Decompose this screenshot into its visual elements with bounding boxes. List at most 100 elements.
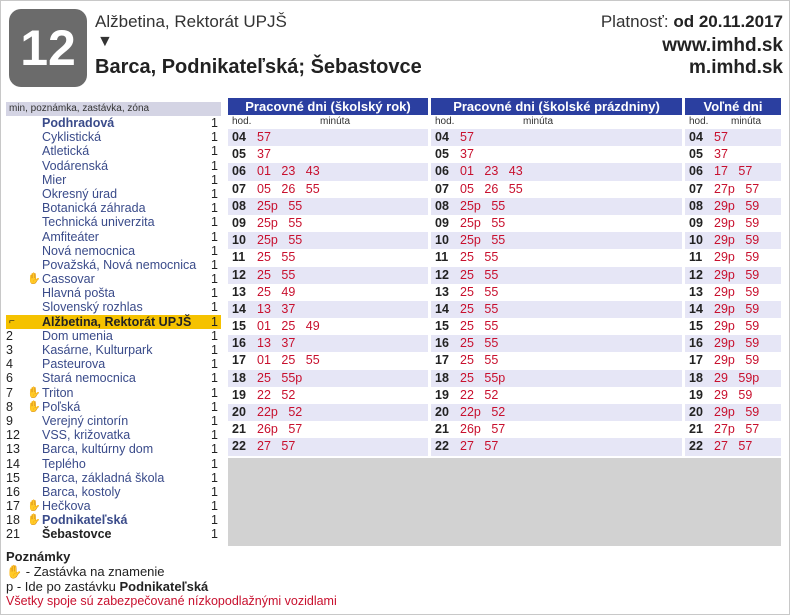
stop-minutes: 18 [6,513,20,528]
stop-row[interactable]: Podhradová 1 [6,116,221,130]
stop-name[interactable]: Verejný cintorín [42,413,129,428]
stop-row[interactable]: 17 ✋ Hečkova 1 [6,499,221,513]
stop-row[interactable]: 7 ✋ Triton 1 [6,386,221,400]
stop-row[interactable]: ✋ Cassovar 1 [6,272,221,286]
stop-name[interactable]: Podhradová [42,116,115,130]
hour-cell: 22 [232,439,246,454]
hour-cell: 09 [689,215,703,230]
stop-row[interactable]: Nová nemocnica 1 [6,244,221,258]
note-lowfloor: Všetky spoje sú zabezpečované nízkopodla… [6,594,337,608]
minutes-cell: 25p 55 [257,198,303,213]
stop-minutes: 12 [6,428,20,443]
timetable-hour-row: 10 29p 59 [685,232,781,250]
hour-cell: 08 [232,198,246,213]
stop-name[interactable]: Amfiteáter [42,229,99,244]
stop-row[interactable]: 6 Stará nemocnica 1 [6,371,221,385]
hour-cell: 04 [232,130,246,144]
stop-name[interactable]: Šebastovce [42,527,112,542]
stop-row[interactable]: Vodárenská 1 [6,159,221,173]
timetable-hour-row: 05 37 [431,146,682,163]
hour-cell: 16 [435,336,449,351]
stop-name[interactable]: Okresný úrad [42,186,118,201]
minutes-cell: 27 57 [460,439,499,454]
hour-cell: 22 [689,439,703,454]
stop-row[interactable]: 8 ✋ Poľská 1 [6,400,221,414]
stop-row[interactable]: Cyklistická 1 [6,130,221,144]
hour-cell: 07 [435,181,449,196]
stop-name[interactable]: VSS, križovatka [42,428,131,443]
stop-row[interactable]: 13 Barca, kultúrny dom 1 [6,442,221,456]
stop-name[interactable]: Technická univerzita [42,215,155,230]
stop-minutes: 6 [6,371,13,386]
stop-name[interactable]: Alžbetina, Rektorát UPJŠ [42,314,192,329]
stop-row[interactable]: 3 Kasárne, Kulturpark 1 [6,343,221,357]
stop-name[interactable]: Mier [42,172,67,187]
stop-name[interactable]: Podnikateľská [42,513,128,528]
timetable-hour-row: 09 29p 59 [685,215,781,232]
stop-row[interactable]: Slovenský rozhlas 1 [6,300,221,314]
hour-cell: 11 [435,250,449,265]
timetable-hour-row: 17 01 25 55 [228,352,428,369]
stop-name[interactable]: Považská, Nová nemocnica [42,257,197,272]
stop-name[interactable]: Kasárne, Kulturpark [42,343,153,357]
stop-zone: 1 [211,357,218,372]
stop-row[interactable]: 15 Barca, základná škola 1 [6,471,221,485]
stop-name[interactable]: Barca, kostoly [42,484,121,499]
stop-name[interactable]: Slovenský rozhlas [42,300,143,315]
stop-name[interactable]: Nová nemocnica [42,243,136,258]
stop-row[interactable]: Mier 1 [6,173,221,187]
stop-row[interactable]: Technická univerzita 1 [6,215,221,229]
minutes-cell: 25 55 [460,284,499,299]
minutes-cell: 26p 57 [257,422,303,437]
stop-name[interactable]: Hlavná pošta [42,286,115,301]
stop-name[interactable]: Dom umenia [42,328,113,343]
timetable-hour-row: 16 29p 59 [685,335,781,353]
timetable-hour-row: 06 17 57 [685,163,781,181]
timetable-subheader: hod. minúta [685,115,781,129]
mobile-website-link[interactable]: m.imhd.sk [689,57,783,78]
stop-name[interactable]: Atletická [42,144,90,159]
request-stop-hand-icon: ✋ [27,400,41,413]
timetable-hour-row: 21 27p 57 [685,421,781,438]
stop-row[interactable]: 2 Dom umenia 1 [6,329,221,343]
timetable-hour-row: 11 29p 59 [685,249,781,266]
timetable-hour-row: 21 26p 57 [228,421,428,438]
stop-name[interactable]: Teplého [42,456,86,471]
stop-row[interactable]: 12 VSS, križovatka 1 [6,428,221,442]
stop-row[interactable]: Amfiteáter 1 [6,230,221,244]
stop-name[interactable]: Barca, kultúrny dom [42,442,154,457]
stop-zone: 1 [211,456,218,471]
stop-row[interactable]: Atletická 1 [6,144,221,158]
stop-row[interactable]: Botanická záhrada 1 [6,201,221,215]
stop-row[interactable]: 21 Šebastovce 1 [6,527,221,541]
stop-row[interactable]: 14 Teplého 1 [6,457,221,471]
stop-zone: 1 [211,399,218,414]
stop-name[interactable]: Poľská [42,399,81,414]
website-link[interactable]: www.imhd.sk [662,35,783,56]
stop-row[interactable]: 9 Verejný cintorín 1 [6,414,221,428]
stop-name[interactable]: Pasteurova [42,357,106,372]
hour-cell: 20 [689,405,703,419]
stop-name[interactable]: Triton [42,385,74,400]
hour-cell: 07 [232,181,246,196]
hour-cell: 21 [689,422,703,437]
hour-cell: 06 [232,164,246,179]
stop-name[interactable]: Cyklistická [42,130,102,145]
stop-name[interactable]: Cassovar [42,272,95,287]
stop-row[interactable]: 16 Barca, kostoly 1 [6,485,221,499]
stops-list: min, poznámka, zastávka, zóna Podhradová… [6,102,221,542]
stop-name[interactable]: Botanická záhrada [42,201,146,216]
stop-row[interactable]: Okresný úrad 1 [6,187,221,201]
stop-zone: 1 [211,201,218,216]
stop-row[interactable]: 4 Pasteurova 1 [6,357,221,371]
stop-name[interactable]: Vodárenská [42,158,109,173]
stop-name[interactable]: Barca, základná škola [42,470,165,485]
stop-name[interactable]: Hečkova [42,499,91,514]
stop-current[interactable]: ⌐ Alžbetina, Rektorát UPJŠ 1 [6,314,221,329]
stop-name[interactable]: Stará nemocnica [42,371,136,386]
stop-row[interactable]: Považská, Nová nemocnica 1 [6,258,221,272]
stop-row[interactable]: 18 ✋ Podnikateľská 1 [6,513,221,527]
timetable-hour-row: 13 29p 59 [685,284,781,301]
stop-row[interactable]: Hlavná pošta 1 [6,286,221,300]
minute-column-label: minúta [523,116,554,127]
